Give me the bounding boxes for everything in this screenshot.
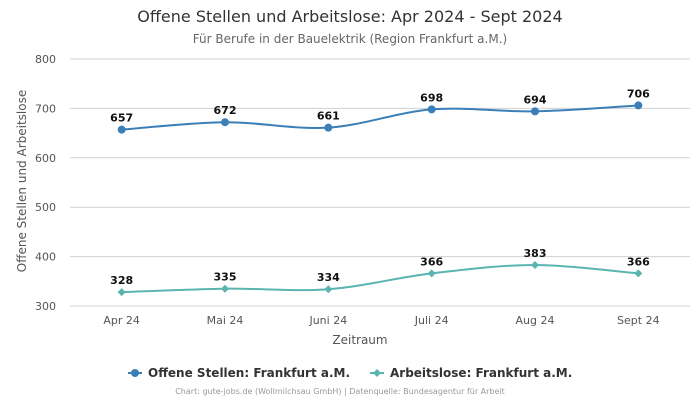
y-axis-ticks: 300 400 500 600 700 800 — [35, 53, 56, 313]
data-point — [221, 118, 229, 127]
data-label: 366 — [627, 255, 650, 268]
data-point — [117, 288, 126, 297]
data-label: 334 — [317, 271, 340, 284]
y-tick-label: 300 — [35, 300, 56, 313]
gridlines — [70, 58, 690, 307]
x-tick-label: Mai 24 — [207, 314, 244, 327]
data-point — [324, 123, 333, 132]
x-axis-ticks: Apr 24 Mai 24 Juni 24 Juli 24 Aug 24 Sept 24 — [103, 314, 659, 327]
series-line — [121, 104, 639, 131]
data-point — [427, 105, 436, 114]
data-point — [324, 285, 333, 294]
data-point — [634, 269, 643, 278]
data-point — [634, 101, 643, 110]
legend-item: Arbeitslose: Frankfurt a.M. — [370, 366, 572, 380]
data-label: 383 — [524, 247, 547, 260]
y-tick-label: 400 — [35, 251, 56, 264]
x-tick-label: Aug 24 — [516, 314, 555, 327]
y-tick-label: 800 — [35, 53, 56, 66]
x-axis-label: Zeitraum — [332, 333, 387, 347]
legend: Offene Stellen: Frankfurt a.M. Arbeitslos… — [128, 366, 572, 380]
data-point — [427, 269, 436, 278]
data-point — [221, 284, 229, 293]
legend-label: Offene Stellen: Frankfurt a.M. — [148, 366, 350, 380]
legend-label: Arbeitslose: Frankfurt a.M. — [390, 366, 572, 380]
source-note: Chart: gute-jobs.de (Wollmilchsau GmbH) … — [175, 387, 505, 396]
y-axis-label: Offene Stellen und Arbeitslose — [15, 90, 29, 272]
data-label: 366 — [420, 255, 443, 268]
data-label: 661 — [317, 110, 340, 123]
data-point — [531, 260, 539, 269]
legend-marker — [131, 369, 139, 377]
series-arbeitslose: 328 335 334 366 383 366 — [110, 247, 650, 297]
data-label: 698 — [420, 91, 443, 104]
data-label: 657 — [110, 112, 133, 125]
series-offene-stellen: 657 672 661 698 694 706 — [110, 87, 650, 134]
data-point — [117, 125, 126, 134]
y-tick-label: 500 — [35, 201, 56, 214]
y-tick-label: 700 — [35, 102, 56, 115]
x-tick-label: Sept 24 — [617, 314, 660, 327]
series: 657 672 661 698 694 706 328 335 334 366 383 366 — [110, 87, 650, 297]
chart-subtitle: Für Berufe in der Bauelektrik (Region Fr… — [193, 32, 507, 46]
legend-marker — [373, 369, 381, 377]
y-tick-label: 600 — [35, 152, 56, 165]
data-label: 706 — [627, 87, 650, 100]
data-label: 672 — [214, 104, 237, 117]
data-label: 335 — [214, 271, 237, 284]
legend-item: Offene Stellen: Frankfurt a.M. — [128, 366, 350, 380]
data-label: 328 — [110, 274, 133, 287]
data-point — [531, 107, 539, 116]
x-tick-label: Apr 24 — [103, 314, 140, 327]
data-label: 694 — [524, 93, 547, 106]
chart-title: Offene Stellen und Arbeitslose: Apr 2024… — [137, 7, 562, 26]
x-tick-label: Juli 24 — [414, 314, 449, 327]
x-tick-label: Juni 24 — [308, 314, 347, 327]
series-line — [121, 263, 639, 294]
